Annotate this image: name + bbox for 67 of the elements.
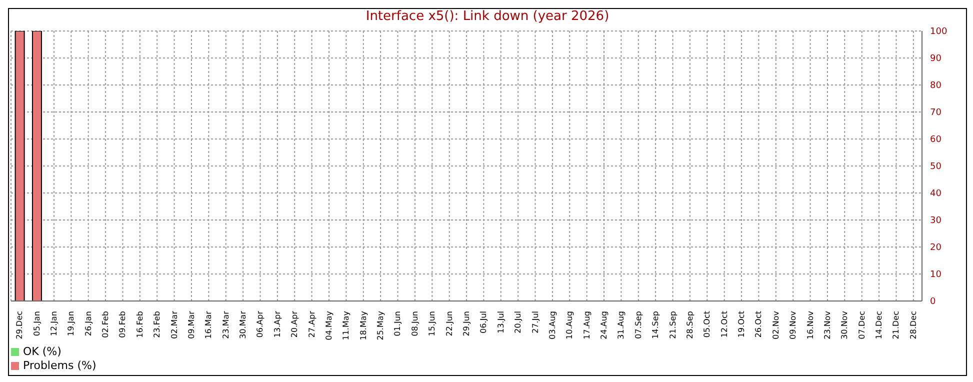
x-tick-label: 05.Oct [702, 311, 712, 338]
x-tick-label: 20.Jul [514, 311, 523, 334]
y-tick-label: 20 [930, 243, 942, 254]
x-tick-label: 18.May [358, 310, 368, 340]
y-tick-label: 10 [930, 270, 942, 280]
y-tick-label: 100 [930, 27, 948, 38]
y-tick-label: 90 [930, 54, 942, 64]
x-tick-label: 13.Jul [496, 311, 506, 334]
x-tick-label: 07.Dec [857, 311, 866, 340]
x-tick-label: 09.Mar [186, 310, 196, 339]
x-tick-label: 08.Jun [410, 311, 420, 336]
x-tick-label: 19.Oct [737, 311, 746, 338]
x-tick-label: 13.Apr [272, 310, 282, 338]
x-tick-label: 09.Feb [118, 311, 128, 338]
x-tick-label: 06.Jul [479, 311, 488, 334]
x-tick-label: 10.Aug [565, 311, 574, 340]
x-tick-label: 19.Jan [66, 311, 76, 336]
x-tick-label: 30.Nov [840, 310, 850, 340]
x-tick-label: 16.Mar [204, 310, 214, 339]
x-tick-label: 28.Sep [685, 311, 694, 339]
x-tick-label: 22.Jun [444, 311, 454, 336]
y-tick-label: 40 [930, 189, 942, 200]
y-tick-label: 70 [930, 108, 942, 118]
legend-label: Problems (%) [23, 359, 96, 372]
x-tick-label: 21.Sep [668, 311, 678, 339]
x-tick-label: 27.Jul [530, 311, 540, 334]
x-tick-label: 16.Nov [806, 310, 815, 340]
x-tick-label: 27.Apr [307, 310, 316, 338]
x-tick-label: 17.Aug [582, 311, 592, 340]
x-tick-label: 04.May [324, 310, 334, 340]
x-tick-label: 23.Nov [822, 310, 832, 340]
x-tick-label: 23.Feb [152, 311, 162, 338]
x-tick-label: 20.Apr [290, 310, 300, 338]
x-tick-label: 12.Jan [49, 311, 58, 336]
x-tick-label: 25.May [376, 310, 386, 340]
y-tick-label: 30 [930, 216, 942, 226]
x-tick-label: 02.Feb [101, 311, 110, 338]
x-tick-label: 29.Dec [15, 311, 24, 340]
x-tick-label: 16.Feb [135, 311, 144, 338]
x-tick-label: 29.Jun [462, 311, 471, 336]
x-tick-label: 02.Mar [170, 310, 179, 339]
y-tick-label: 60 [930, 135, 942, 146]
x-tick-label: 01.Jun [393, 311, 402, 336]
x-tick-label: 21.Dec [892, 311, 901, 340]
y-tick-label: 80 [930, 81, 942, 92]
x-tick-label: 24.Aug [600, 311, 609, 340]
x-tick-label: 05.Jan [32, 311, 42, 336]
x-tick-label: 11.May [342, 310, 351, 340]
x-tick-label: 06.Apr [256, 310, 265, 338]
x-tick-label: 14.Dec [874, 311, 884, 340]
y-tick-label: 0 [930, 297, 936, 308]
x-tick-label: 26.Jan [84, 311, 93, 336]
x-tick-label: 26.Oct [754, 311, 764, 338]
x-tick-label: 09.Nov [788, 310, 798, 340]
legend-label: OK (%) [23, 345, 62, 358]
x-tick-label: 31.Aug [616, 311, 626, 340]
x-tick-label: 15.Jun [428, 311, 437, 336]
x-tick-label: 30.Mar [238, 310, 248, 339]
x-tick-label: 14.Sep [651, 311, 660, 339]
x-tick-label: 02.Nov [771, 310, 780, 340]
x-tick-label: 23.Mar [221, 310, 230, 339]
chart-title: Interface x5(): Link down (year 2026) [364, 9, 610, 25]
y-tick-label: 50 [930, 162, 942, 172]
x-tick-label: 03.Aug [548, 311, 557, 340]
x-tick-label: 12.Oct [720, 311, 729, 338]
x-tick-label: 28.Dec [908, 311, 918, 340]
x-tick-label: 07.Sep [634, 311, 643, 339]
